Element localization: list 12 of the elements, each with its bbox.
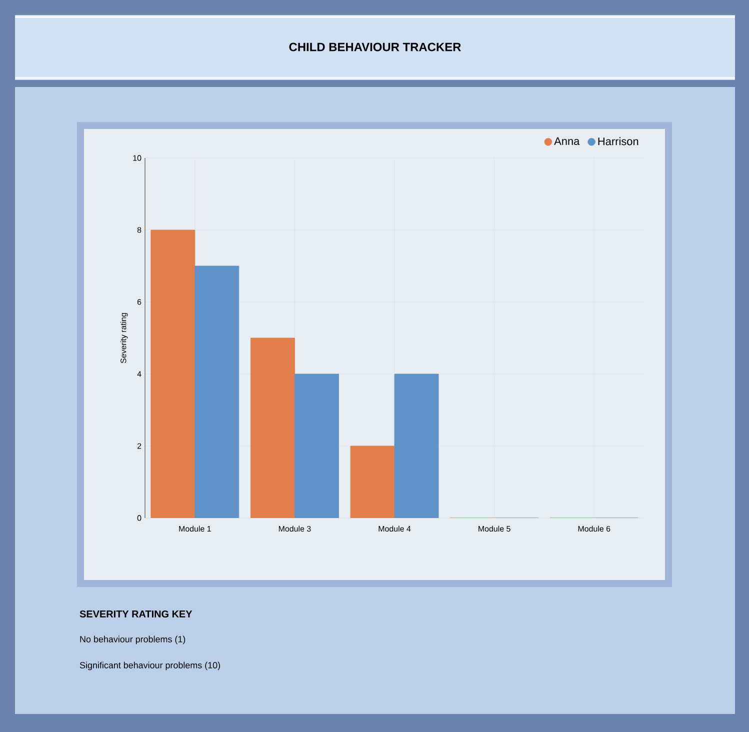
legend-label: Harrison xyxy=(598,137,638,146)
text: Significant behaviour problems (10) xyxy=(80,662,220,670)
chart-title: CHILD BEHAVIOUR TRACKER xyxy=(289,42,461,52)
bar xyxy=(294,374,339,518)
bar xyxy=(150,230,196,518)
bar xyxy=(394,374,439,518)
legend-label: Anna xyxy=(554,137,580,146)
bar xyxy=(350,446,395,518)
bar xyxy=(194,266,240,518)
text: No behaviour problems (1) xyxy=(80,636,186,644)
bar xyxy=(250,338,295,518)
text: SEVERITY RATING KEY xyxy=(80,610,192,618)
